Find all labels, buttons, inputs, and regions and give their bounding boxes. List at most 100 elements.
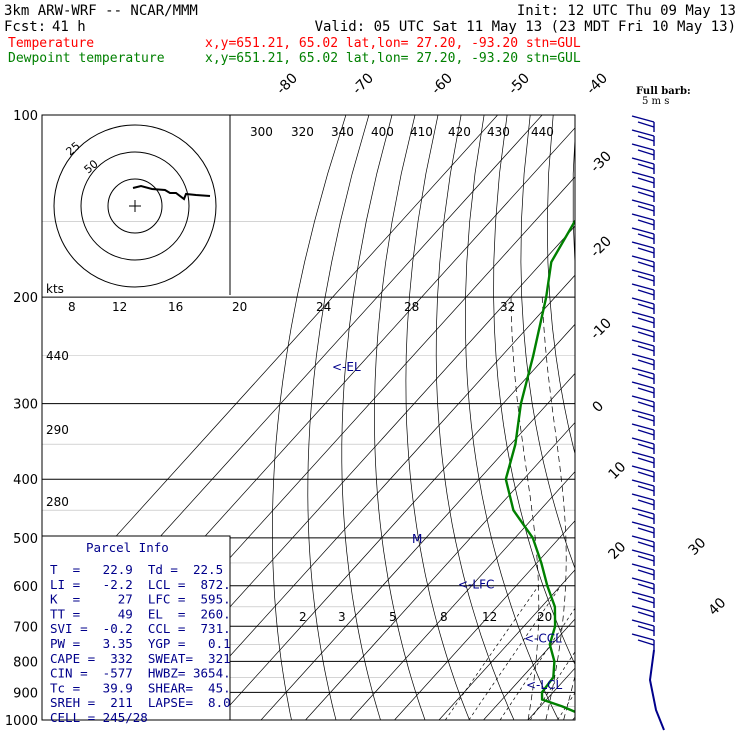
- wind-barb: [637, 611, 655, 618]
- level-marker: <-LCL: [526, 678, 562, 692]
- isotherm-label: -20: [588, 233, 615, 260]
- level-marker: M: [412, 532, 422, 546]
- isotherm-line: [617, 115, 740, 720]
- temperature-legend: Temperature: [8, 36, 94, 51]
- wind-barbs: [631, 115, 665, 731]
- wind-barb: [631, 591, 655, 599]
- wind-barb: [637, 275, 655, 282]
- wind-barb: [631, 395, 655, 403]
- isotherm-line: [438, 569, 575, 720]
- isotherm-line: [42, 115, 498, 619]
- wind-barb: [631, 451, 655, 459]
- isotherm-label: -10: [588, 315, 615, 342]
- wind-barb: [631, 577, 655, 585]
- parcel-info-line: TT = 49 EL = 260.: [50, 606, 231, 621]
- dry-adiabat-line: [645, 115, 740, 733]
- wind-barb: [637, 443, 655, 450]
- wind-barb: [631, 297, 655, 305]
- dry-adiabat-line: [405, 115, 470, 720]
- wind-barb: [637, 331, 655, 338]
- isotherm-label: 40: [706, 595, 730, 619]
- hodo-ring: [107, 178, 163, 234]
- wind-barb: [631, 283, 655, 291]
- pressure-tick-label: 300: [13, 398, 38, 413]
- wind-barb: [637, 135, 655, 142]
- dewpoint-line: [504, 219, 575, 714]
- isotherm-line: [216, 323, 575, 720]
- dry-adiabat-line: [374, 115, 426, 720]
- barb-unit: 5 m s: [642, 96, 669, 107]
- wind-barb: [637, 303, 655, 310]
- pressure-tick-label: 400: [13, 473, 38, 488]
- wind-barb: [631, 493, 655, 501]
- isotherm-label: -70: [350, 70, 377, 97]
- theta-label: 320: [291, 125, 314, 139]
- wind-barb: [637, 317, 655, 324]
- wind-barb: [631, 269, 655, 277]
- wind-barb: [631, 605, 655, 613]
- dewpoint-location: x,y=651.21, 65.02 lat,lon= 27.20, -93.20…: [205, 51, 581, 66]
- dry-adiabat-line: [272, 115, 347, 720]
- wind-barb: [637, 205, 655, 212]
- wind-barb: [631, 157, 655, 165]
- temperature-line: [582, 115, 740, 720]
- hodo-speed-label: 28: [404, 300, 419, 314]
- mixing-ratio-label: 8: [440, 610, 448, 624]
- wind-barb: [637, 625, 655, 632]
- wind-barb: [637, 597, 655, 604]
- hodo-ring-label: 25: [64, 139, 83, 158]
- init-time: Init: 12 UTC Thu 09 May 13: [517, 3, 736, 19]
- wind-barb: [631, 353, 655, 361]
- moist-adiabat-line: [541, 297, 567, 720]
- barb-title: Full barb:: [636, 86, 691, 97]
- level-marker: <-CCL: [524, 632, 562, 646]
- isotherm-line: [260, 372, 575, 720]
- wind-barb: [637, 485, 655, 492]
- dry-adiabat-line: [435, 115, 515, 720]
- sounding-series: [504, 115, 740, 720]
- isotherm-label: -60: [429, 70, 456, 97]
- pressure-tick-label: 1000: [5, 714, 38, 729]
- mixing-ratio-line: [468, 585, 562, 720]
- fcst-label: Fcst:: [4, 19, 46, 35]
- wind-barb: [637, 471, 655, 478]
- plot-frame: [41, 114, 576, 721]
- wind-barb: [631, 619, 655, 627]
- parcel-info-line: CELL = 245/28: [50, 710, 148, 725]
- wind-barb: [637, 177, 655, 184]
- wind-barb: [637, 191, 655, 198]
- dry-adiabat-line: [546, 115, 575, 456]
- wind-barb: [637, 541, 655, 548]
- parcel-info-line: PW = 3.35 YGP = 0.1: [50, 636, 231, 651]
- pressure-tick-label: 600: [13, 580, 38, 595]
- moist-adiabat-line: [563, 674, 575, 720]
- theta-label: 410: [410, 125, 433, 139]
- wind-barb: [631, 423, 655, 431]
- wind-barb: [637, 261, 655, 268]
- theta-label: 400: [371, 125, 394, 139]
- pressure-tick-label: 200: [13, 291, 38, 306]
- wind-barb: [637, 499, 655, 506]
- wind-barb: [637, 373, 655, 380]
- isotherm-line: [706, 115, 740, 720]
- hodo-speed-label: 12: [112, 300, 127, 314]
- parcel-info-line: SREH = 211 LAPSE= 8.0: [50, 695, 231, 710]
- isotherm-label: 20: [606, 539, 630, 563]
- wind-barb: [631, 465, 655, 473]
- dry-adiabat-line: [493, 115, 575, 666]
- wind-barb: [637, 163, 655, 170]
- isotherm-label: -30: [588, 148, 615, 175]
- model-title: 3km ARW-WRF -- NCAR/MMM: [4, 3, 198, 19]
- hodo-ring: [80, 151, 190, 261]
- hodo-ring: [53, 124, 217, 288]
- hodo-speed-label: 20: [232, 300, 247, 314]
- isotherm-line: [171, 274, 575, 720]
- wind-barb: [631, 507, 655, 515]
- mixing-ratio-line: [445, 585, 539, 720]
- mixing-ratio-label: 20: [537, 610, 552, 624]
- theta-label: 340: [331, 125, 354, 139]
- parcel-info-line: T = 22.9 Td = 22.5: [50, 562, 223, 577]
- wind-barb: [631, 185, 655, 193]
- dry-adiabat-line: [341, 115, 393, 720]
